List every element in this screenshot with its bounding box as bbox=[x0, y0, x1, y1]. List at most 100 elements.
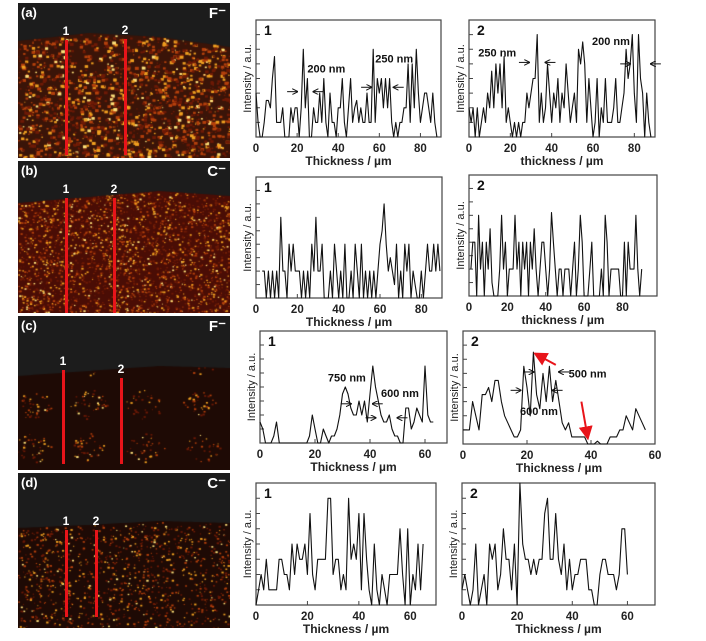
y-axis-label: Intensity / a.u. bbox=[242, 203, 254, 271]
profile-line-label: 2 bbox=[117, 362, 125, 376]
x-tick-label: 20 bbox=[309, 449, 322, 461]
ion-label: C⁻ bbox=[207, 163, 226, 180]
width-annotation-label: 250 nm bbox=[375, 53, 413, 65]
ion-label: F⁻ bbox=[208, 5, 226, 22]
x-tick-label: 20 bbox=[521, 450, 534, 462]
ion-map bbox=[18, 473, 230, 628]
x-tick-label: 0 bbox=[253, 143, 259, 155]
x-tick-label: 60 bbox=[621, 611, 634, 623]
x-tick-label: 20 bbox=[504, 143, 517, 155]
width-annotation-label: 250 nm bbox=[478, 48, 516, 60]
plot-title: 1 bbox=[268, 333, 276, 349]
plot-b-2: 0 20 40 60 80 thickness / µm Intensity / a.u. 2 bbox=[455, 174, 658, 327]
plot-c-2: 0 20 40 60 Thickness / µm Intensity / a.u. 2 50… bbox=[449, 330, 662, 475]
profile-line-label: 2 bbox=[121, 23, 129, 37]
x-tick-label: 0 bbox=[466, 302, 472, 314]
y-axis-label: Intensity / a.u. bbox=[455, 201, 467, 269]
profile-line-2 bbox=[95, 530, 98, 617]
x-axis-label: Thickness / µm bbox=[310, 460, 396, 474]
profile-line-1 bbox=[62, 370, 65, 464]
red-arrow bbox=[533, 352, 557, 366]
x-axis-label: Thickness / µm bbox=[515, 622, 601, 636]
intensity-trace bbox=[255, 48, 438, 138]
width-annotation-label: 600 nm bbox=[520, 406, 558, 418]
x-tick-label: 60 bbox=[404, 611, 417, 623]
red-arrow bbox=[578, 401, 593, 441]
x-tick-label: 40 bbox=[364, 449, 377, 461]
x-axis-label: Thickness / µm bbox=[303, 622, 389, 636]
intensity-trace bbox=[262, 203, 441, 299]
intensity-trace bbox=[463, 351, 646, 445]
plot-a-1: 0 20 40 60 80 Thickness / µm Intensity / a.u. 1… bbox=[242, 19, 442, 168]
panel-label: (d) bbox=[21, 475, 38, 490]
x-tick-label: 80 bbox=[616, 302, 629, 314]
y-axis-label: Intensity / a.u. bbox=[242, 510, 254, 578]
plot-d-2: 0 20 40 60 Thickness / µm Intensity / a.u. 2 bbox=[448, 482, 656, 636]
profile-line-1 bbox=[65, 198, 68, 313]
profile-line-label: 2 bbox=[92, 514, 100, 528]
x-tick-label: 40 bbox=[545, 143, 558, 155]
x-tick-label: 20 bbox=[291, 304, 304, 316]
plot-frame bbox=[468, 174, 658, 297]
plot-frame bbox=[462, 330, 656, 445]
x-tick-label: 40 bbox=[566, 611, 579, 623]
ion-label: F⁻ bbox=[208, 318, 226, 335]
y-axis-label: Intensity / a.u. bbox=[448, 510, 460, 578]
profile-line-label: 1 bbox=[62, 182, 70, 196]
x-tick-label: 80 bbox=[415, 304, 428, 316]
profile-line-label: 1 bbox=[62, 24, 70, 38]
intensity-trace bbox=[255, 497, 424, 606]
x-tick-label: 20 bbox=[301, 611, 314, 623]
tof-sims-image-a: (a) F⁻ 1 2 bbox=[18, 3, 230, 158]
profile-line-label: 1 bbox=[62, 514, 70, 528]
x-tick-label: 20 bbox=[501, 302, 514, 314]
x-tick-label: 60 bbox=[373, 143, 386, 155]
x-axis-label: Thickness / µm bbox=[305, 154, 391, 168]
x-tick-label: 0 bbox=[459, 611, 465, 623]
x-tick-label: 60 bbox=[374, 304, 387, 316]
tof-sims-image-b: (b) C⁻ 1 2 bbox=[18, 161, 230, 313]
plot-c-1: 0 20 40 60 Thickness / µm Intensity / a.u. 1 75… bbox=[246, 330, 448, 474]
intensity-trace bbox=[468, 34, 652, 138]
plot-d-1: 0 20 40 60 Thickness / µm Intensity / a.u. 1 bbox=[242, 482, 437, 636]
x-tick-label: 40 bbox=[585, 450, 598, 462]
width-annotation-label: 200 nm bbox=[307, 64, 345, 76]
x-tick-label: 20 bbox=[511, 611, 524, 623]
plot-title: 1 bbox=[264, 179, 272, 195]
x-tick-label: 60 bbox=[587, 143, 600, 155]
profile-line-1 bbox=[65, 530, 68, 617]
profile-line-2 bbox=[124, 39, 127, 155]
x-tick-label: 40 bbox=[332, 143, 345, 155]
plot-title: 2 bbox=[470, 485, 478, 501]
intensity-trace bbox=[470, 212, 643, 297]
intensity-trace bbox=[259, 365, 434, 444]
profile-line-2 bbox=[120, 378, 123, 464]
x-tick-label: 60 bbox=[419, 449, 432, 461]
width-annotation-label: 750 nm bbox=[328, 372, 366, 384]
profile-line-1 bbox=[65, 40, 68, 155]
x-tick-label: 40 bbox=[332, 304, 345, 316]
x-axis-label: Thickness / µm bbox=[306, 315, 392, 329]
panel-label: (a) bbox=[21, 5, 37, 20]
x-tick-label: 20 bbox=[291, 143, 304, 155]
width-annotation-label: 200 nm bbox=[592, 36, 630, 48]
profile-line-label: 1 bbox=[59, 354, 67, 368]
intensity-trace bbox=[461, 482, 628, 606]
plot-title: 1 bbox=[264, 22, 272, 38]
x-tick-label: 40 bbox=[352, 611, 365, 623]
plot-title: 2 bbox=[471, 333, 479, 349]
panel-label: (b) bbox=[21, 163, 38, 178]
x-tick-label: 60 bbox=[649, 450, 662, 462]
width-annotation-label: 500 nm bbox=[569, 369, 607, 381]
ion-label: C⁻ bbox=[207, 475, 226, 492]
plot-frame bbox=[259, 330, 448, 444]
ion-map bbox=[18, 316, 230, 470]
y-axis-label: Intensity / a.u. bbox=[246, 353, 258, 421]
tof-sims-image-d: (d) C⁻ 1 2 bbox=[18, 473, 230, 628]
x-tick-label: 0 bbox=[466, 143, 472, 155]
x-tick-label: 0 bbox=[257, 449, 263, 461]
x-axis-label: thickness / µm bbox=[522, 313, 605, 327]
y-axis-label: Intensity / a.u. bbox=[449, 353, 461, 421]
x-axis-label: thickness / µm bbox=[521, 154, 604, 168]
